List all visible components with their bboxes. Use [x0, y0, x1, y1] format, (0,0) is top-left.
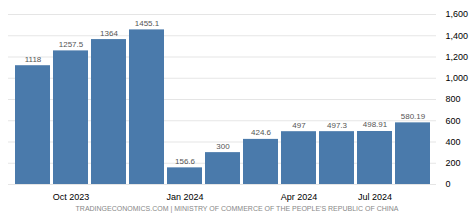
svg-text:Apr 2024: Apr 2024: [281, 192, 318, 202]
svg-text:1455.1: 1455.1: [135, 19, 160, 28]
svg-text:497.3: 497.3: [327, 121, 348, 130]
svg-text:1,000: 1,000: [446, 73, 469, 83]
svg-text:424.6: 424.6: [251, 128, 272, 137]
svg-text:1257.5: 1257.5: [59, 40, 84, 49]
html-text:TRADINGECONOMICS.COM | MINISTR: TRADINGECONOMICS.COM | MINISTRY OF COMME…: [75, 205, 399, 212]
svg-text:Jul 2024: Jul 2024: [358, 192, 392, 202]
svg-text:1,400: 1,400: [446, 31, 469, 41]
svg-text:1,600: 1,600: [446, 9, 469, 19]
svg-text:1118: 1118: [25, 55, 42, 64]
svg-text:300: 300: [216, 142, 230, 151]
svg-text:Jan 2024: Jan 2024: [166, 192, 203, 202]
svg-text:156.6: 156.6: [175, 157, 196, 166]
svg-text:498.91: 498.91: [363, 120, 388, 129]
svg-text:0: 0: [446, 179, 451, 189]
svg-text:497: 497: [292, 121, 306, 130]
svg-text:800: 800: [446, 94, 461, 104]
svg-text:580.19: 580.19: [401, 112, 426, 121]
svg-text:1,200: 1,200: [446, 52, 469, 62]
svg-text:1364: 1364: [100, 29, 118, 38]
svg-text:200: 200: [446, 158, 461, 168]
svg-text:Oct 2023: Oct 2023: [53, 192, 90, 202]
svg-text:600: 600: [446, 116, 461, 126]
svg-text:400: 400: [446, 137, 461, 147]
